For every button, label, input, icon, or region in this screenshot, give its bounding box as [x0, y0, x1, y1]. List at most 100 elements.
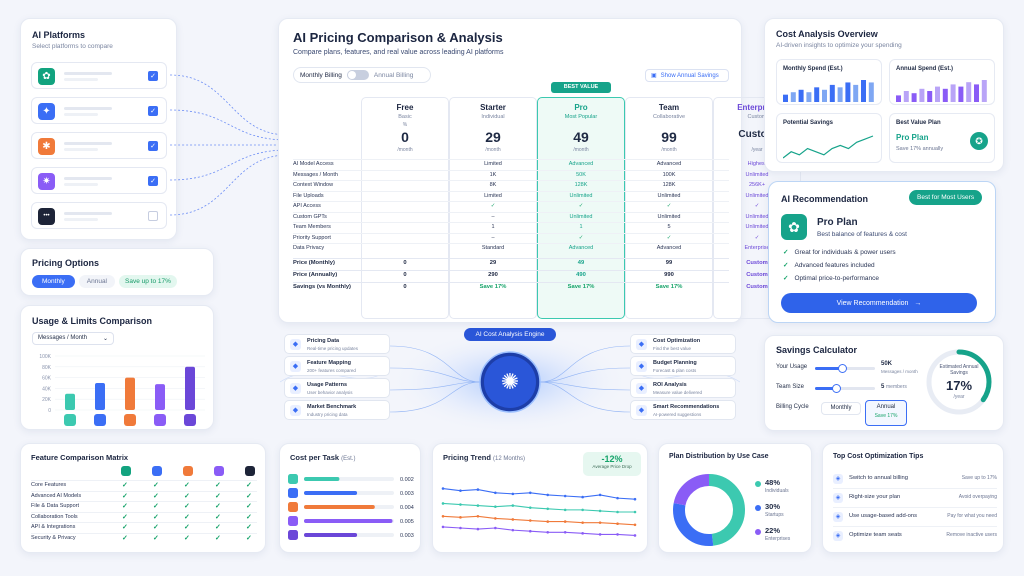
engine-node[interactable]: ◆ Usage Patterns User behavior analysis — [284, 378, 390, 398]
usage-slider-handle[interactable] — [838, 364, 847, 373]
engine-node-title: Usage Patterns — [307, 382, 348, 388]
pricing-annual-toggle[interactable]: Annual — [78, 275, 116, 288]
feature-value: Limited — [484, 161, 502, 167]
annual-spend-bar — [950, 84, 956, 102]
tip-text: Switch to annual billing — [849, 475, 908, 481]
platform-item[interactable]: ✿ ✓ — [31, 62, 167, 89]
usage-bar — [185, 366, 195, 410]
feature-label: API Access — [293, 203, 321, 209]
recommendation-title: AI Recommendation — [781, 194, 869, 204]
pricing-monthly-toggle[interactable]: Monthly — [32, 275, 75, 288]
total-value: 990 — [664, 271, 674, 278]
asterisk-icon — [288, 502, 298, 512]
y-tick-label: 0 — [48, 408, 51, 414]
feature-value: 1 — [579, 224, 583, 230]
billing-switch[interactable] — [346, 70, 369, 80]
engine-node-sub: Industry pricing data — [307, 412, 348, 417]
cost-bar — [304, 533, 358, 537]
pen-icon: ◆ — [290, 405, 301, 416]
platform-connectors — [170, 74, 289, 216]
potential-savings-label: Potential Savings — [783, 120, 834, 126]
check-icon: ✓ — [184, 482, 190, 489]
tip-item[interactable]: ◈ Switch to annual billing Save up to 17% — [833, 470, 997, 489]
engine-node[interactable]: ◆ Smart Recommendations AI-powered suggest… — [630, 400, 736, 420]
feature-value: 8K — [489, 182, 497, 188]
engine-node[interactable]: ◆ Budget Planning Forecast & plan costs — [630, 356, 736, 376]
annual-spend-bar — [958, 86, 964, 102]
annual-spend-label: Annual Spend (Est.) — [896, 66, 953, 72]
engine-node[interactable]: ◆ Feature Mapping 200+ features compared — [284, 356, 390, 376]
feature-value: Advanced — [656, 161, 682, 167]
view-recommendation-button[interactable]: View Recommendation → — [781, 293, 977, 313]
platform-item[interactable]: ✦ ✓ — [31, 97, 167, 124]
cost-bar — [304, 519, 393, 523]
tip-item[interactable]: ◈ Optimize team seats Remove inactive user… — [833, 527, 997, 546]
matrix-row-divider — [31, 480, 257, 481]
total-label: Price (Annually) — [293, 271, 338, 278]
feature-row-divider — [293, 159, 729, 160]
engine-node-title: Budget Planning — [653, 360, 697, 366]
team-label: Team Size — [776, 384, 805, 390]
trend-point — [633, 510, 637, 514]
engine-node[interactable]: ◆ Pricing Data Real-time pricing updates — [284, 334, 390, 354]
platform-item[interactable]: ••• — [31, 202, 167, 229]
matrix-row-label: API & Integrations — [31, 524, 76, 530]
engine-node[interactable]: ◆ Cost Optimization Find the best value — [630, 334, 736, 354]
trend-point — [494, 526, 497, 530]
tip-item[interactable]: ◈ Right-size your plan Avoid overpaying — [833, 489, 997, 508]
platform-item[interactable]: ✱ ✓ — [31, 132, 167, 159]
plan-name: Pro — [574, 103, 588, 112]
cost-overview-subtitle: AI-driven insights to optimize your spen… — [776, 42, 902, 49]
feature-value: 128K — [662, 182, 676, 188]
usage-metric-select[interactable]: Messages / Month ⌄ — [32, 332, 114, 345]
tips-panel: Top Cost Optimization Tips ◈ Switch to an… — [822, 443, 1004, 553]
trend-point — [476, 527, 480, 531]
platform-item[interactable]: ✷ ✓ — [31, 167, 167, 194]
cost-value-label: 0.004 — [400, 505, 414, 511]
usage-slider[interactable] — [815, 364, 875, 373]
legend-swatch — [755, 481, 761, 487]
trend-point — [476, 488, 480, 491]
cycle-monthly-button[interactable]: Monthly — [821, 402, 861, 415]
plan-price: 49 — [573, 129, 589, 145]
monthly-spend-bar — [783, 94, 788, 102]
total-value: 29 — [489, 259, 497, 266]
plan-period: /month — [485, 147, 501, 153]
platform-checkbox[interactable]: ✓ — [148, 176, 158, 186]
total-row-divider — [293, 281, 729, 283]
engine-node[interactable]: ◆ Market Benchmark Industry pricing data — [284, 400, 390, 420]
dots-icon: ••• — [38, 208, 55, 225]
trend-point — [528, 529, 532, 533]
dots-icon — [245, 466, 255, 476]
feature-value: ✓ — [578, 234, 584, 241]
platform-checkbox[interactable]: ✓ — [148, 141, 158, 151]
trend-point — [441, 525, 445, 529]
openai-icon — [121, 466, 131, 476]
annual-spend-card: Annual Spend (Est.) — [889, 59, 995, 105]
legend-swatch — [755, 529, 761, 535]
cycle-annual-button[interactable]: Annual Save 17% — [865, 400, 907, 426]
tip-detail: Avoid overpaying — [958, 494, 997, 500]
plan-price: Custom — [738, 129, 776, 140]
team-slider[interactable] — [815, 384, 875, 393]
total-label: Savings (vs Monthly) — [293, 283, 351, 290]
platform-checkbox[interactable] — [148, 211, 158, 221]
tip-item[interactable]: ◈ Use usage-based add-ons Pay for what you… — [833, 508, 997, 527]
annual-spend-bar — [942, 88, 948, 102]
chevron-down-icon: ⌄ — [102, 336, 108, 342]
cost-task-unit: (Est.) — [341, 456, 356, 462]
best-value-sub: Save 17% annually — [896, 146, 944, 152]
feature-label: File Uploads — [293, 192, 324, 199]
total-value: Custom — [746, 259, 768, 266]
show-savings-button[interactable]: ▣ Show Annual Savings — [645, 69, 729, 82]
platform-checkbox[interactable]: ✓ — [148, 71, 158, 81]
pricing-options-title: Pricing Options — [32, 258, 100, 268]
matrix-row-divider — [31, 501, 257, 502]
feature-label: Custom GPTs — [293, 213, 327, 220]
engine-node[interactable]: ◆ ROI Analysis Measure value delivered — [630, 378, 736, 398]
cost-overview-panel: Cost Analysis Overview AI-driven insight… — [764, 18, 1004, 172]
billing-toggle[interactable]: Monthly Billing Annual Billing — [293, 67, 431, 83]
platform-checkbox[interactable]: ✓ — [148, 106, 158, 116]
team-slider-handle[interactable] — [832, 384, 841, 393]
matrix-row-label: Advanced AI Models — [31, 492, 82, 499]
